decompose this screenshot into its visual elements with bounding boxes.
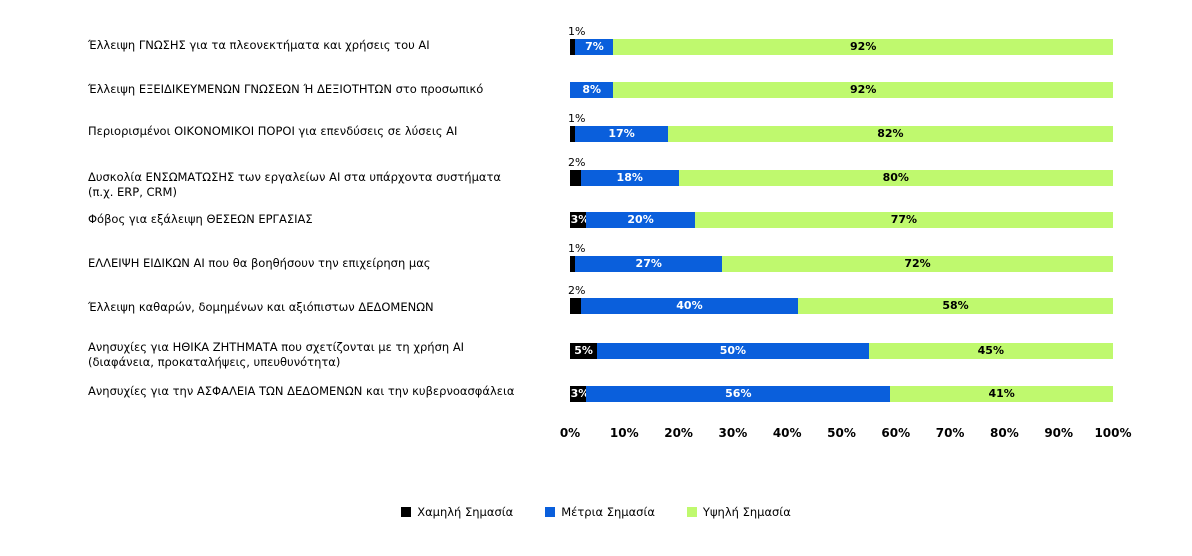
x-tick-label: 100%	[1094, 426, 1132, 440]
data-label: 27%	[635, 257, 662, 270]
bar-segment	[586, 212, 695, 228]
data-label: 8%	[582, 83, 602, 96]
data-label: 82%	[877, 127, 904, 140]
bar-segment	[678, 170, 1113, 186]
bar-segment	[570, 386, 587, 402]
bar-segment	[570, 39, 576, 55]
x-tick-label: 50%	[827, 426, 856, 440]
category-label: Φόβος για εξάλειψη ΘΕΣΕΩΝ ΕΡΓΑΣΙΑΣ	[88, 212, 313, 226]
data-label: 2%	[568, 156, 586, 169]
x-tick-label: 80%	[990, 426, 1019, 440]
x-tick-label: 20%	[664, 426, 693, 440]
data-label: 2%	[568, 284, 586, 297]
data-label: 92%	[850, 83, 877, 96]
category-label: Έλλειψη καθαρών, δομημένων και αξιόπιστω…	[88, 300, 434, 314]
legend-swatch	[401, 507, 412, 517]
bar-segment	[597, 343, 869, 359]
legend-label: Μέτρια Σημασία	[561, 505, 655, 519]
x-tick-label: 30%	[718, 426, 748, 440]
bar-segment	[570, 126, 576, 142]
legend-item: Χαμηλή Σημασία	[401, 505, 513, 519]
bar-segment	[667, 126, 1113, 142]
bar-segment	[613, 39, 1113, 55]
bar-segment	[868, 343, 1113, 359]
bar-segment	[890, 386, 1113, 402]
x-tick-label: 0%	[559, 426, 581, 440]
category-label: ΕΛΛΕΙΨΗ ΕΙΔΙΚΩΝ AI που θα βοηθήσουν την …	[88, 256, 431, 270]
data-label: 56%	[725, 387, 752, 400]
bar-segment	[722, 256, 1113, 272]
category-label: Έλλειψη ΓΝΩΣΗΣ για τα πλεονεκτήματα και …	[88, 38, 430, 52]
bar-segment	[694, 212, 1113, 228]
data-label: 5%	[574, 344, 593, 357]
x-tick-label: 10%	[609, 426, 639, 440]
bar-segment	[570, 212, 587, 228]
data-label: 41%	[988, 387, 1015, 400]
category-label: Ανησυχίες για ΗΘΙΚΑ ΖΗΤΗΜΑΤΑ που σχετίζο…	[88, 340, 465, 369]
data-label: 7%	[585, 40, 604, 53]
data-label: 17%	[608, 127, 635, 140]
category-label: Έλλειψη ΕΞΕΙΔΙΚΕΥΜΕΝΩΝ ΓΝΩΣΕΩΝ Ή ΔΕΞΙΟΤΗ…	[88, 82, 484, 96]
legend-swatch	[686, 507, 697, 517]
legend-label: Υψηλή Σημασία	[702, 505, 791, 519]
bar-segment	[575, 39, 614, 55]
data-label: 3%	[570, 213, 590, 226]
data-label: 1%	[568, 25, 586, 38]
data-label: 50%	[719, 344, 747, 357]
bar-segment	[613, 82, 1113, 98]
x-tick-label: 40%	[772, 426, 802, 440]
data-label: 1%	[568, 112, 586, 125]
legend-item: Μέτρια Σημασία	[545, 505, 655, 519]
bar-segment	[575, 256, 723, 272]
bar-segment	[570, 298, 581, 314]
data-label: 45%	[977, 344, 1004, 357]
legend-item: Υψηλή Σημασία	[686, 505, 791, 519]
data-label: 1%	[568, 242, 586, 255]
bar-segment	[570, 343, 598, 359]
x-tick-label: 70%	[935, 426, 965, 440]
category-label: Περιορισμένοι ΟΙΚΟΝΟΜΙΚΟΙ ΠΟΡΟΙ για επεν…	[88, 124, 458, 138]
bar-segment	[798, 298, 1113, 314]
legend-swatch	[545, 507, 556, 517]
data-label: 58%	[942, 299, 969, 312]
data-label: 18%	[616, 171, 643, 184]
category-label: Ανησυχίες για την ΑΣΦΑΛΕΙΑ ΤΩΝ ΔΕΔΟΜΕΝΩΝ…	[88, 384, 515, 398]
data-label: 80%	[882, 171, 909, 184]
bar-segment	[580, 298, 799, 314]
data-label: 72%	[904, 257, 931, 270]
data-label: 20%	[627, 213, 654, 226]
bar-segment	[575, 126, 668, 142]
category-label: Δυσκολία ΕΝΣΩΜΑΤΩΣΗΣ των εργαλείων AI στ…	[88, 170, 502, 199]
bar-segment	[580, 170, 679, 186]
bar-segment	[570, 82, 614, 98]
bar-segment	[570, 256, 576, 272]
data-label: 3%	[570, 387, 590, 400]
legend: Χαμηλή Σημασία Μέτρια Σημασία Υψηλή Σημασί…	[0, 505, 1192, 519]
data-label: 40%	[676, 299, 703, 312]
data-label: 92%	[850, 40, 877, 53]
x-tick-label: 60%	[881, 426, 911, 440]
legend-label: Χαμηλή Σημασία	[417, 505, 514, 519]
bar-segment	[570, 170, 581, 186]
data-label: 77%	[890, 213, 918, 226]
x-tick-label: 90%	[1044, 426, 1074, 440]
bar-segment	[586, 386, 891, 402]
